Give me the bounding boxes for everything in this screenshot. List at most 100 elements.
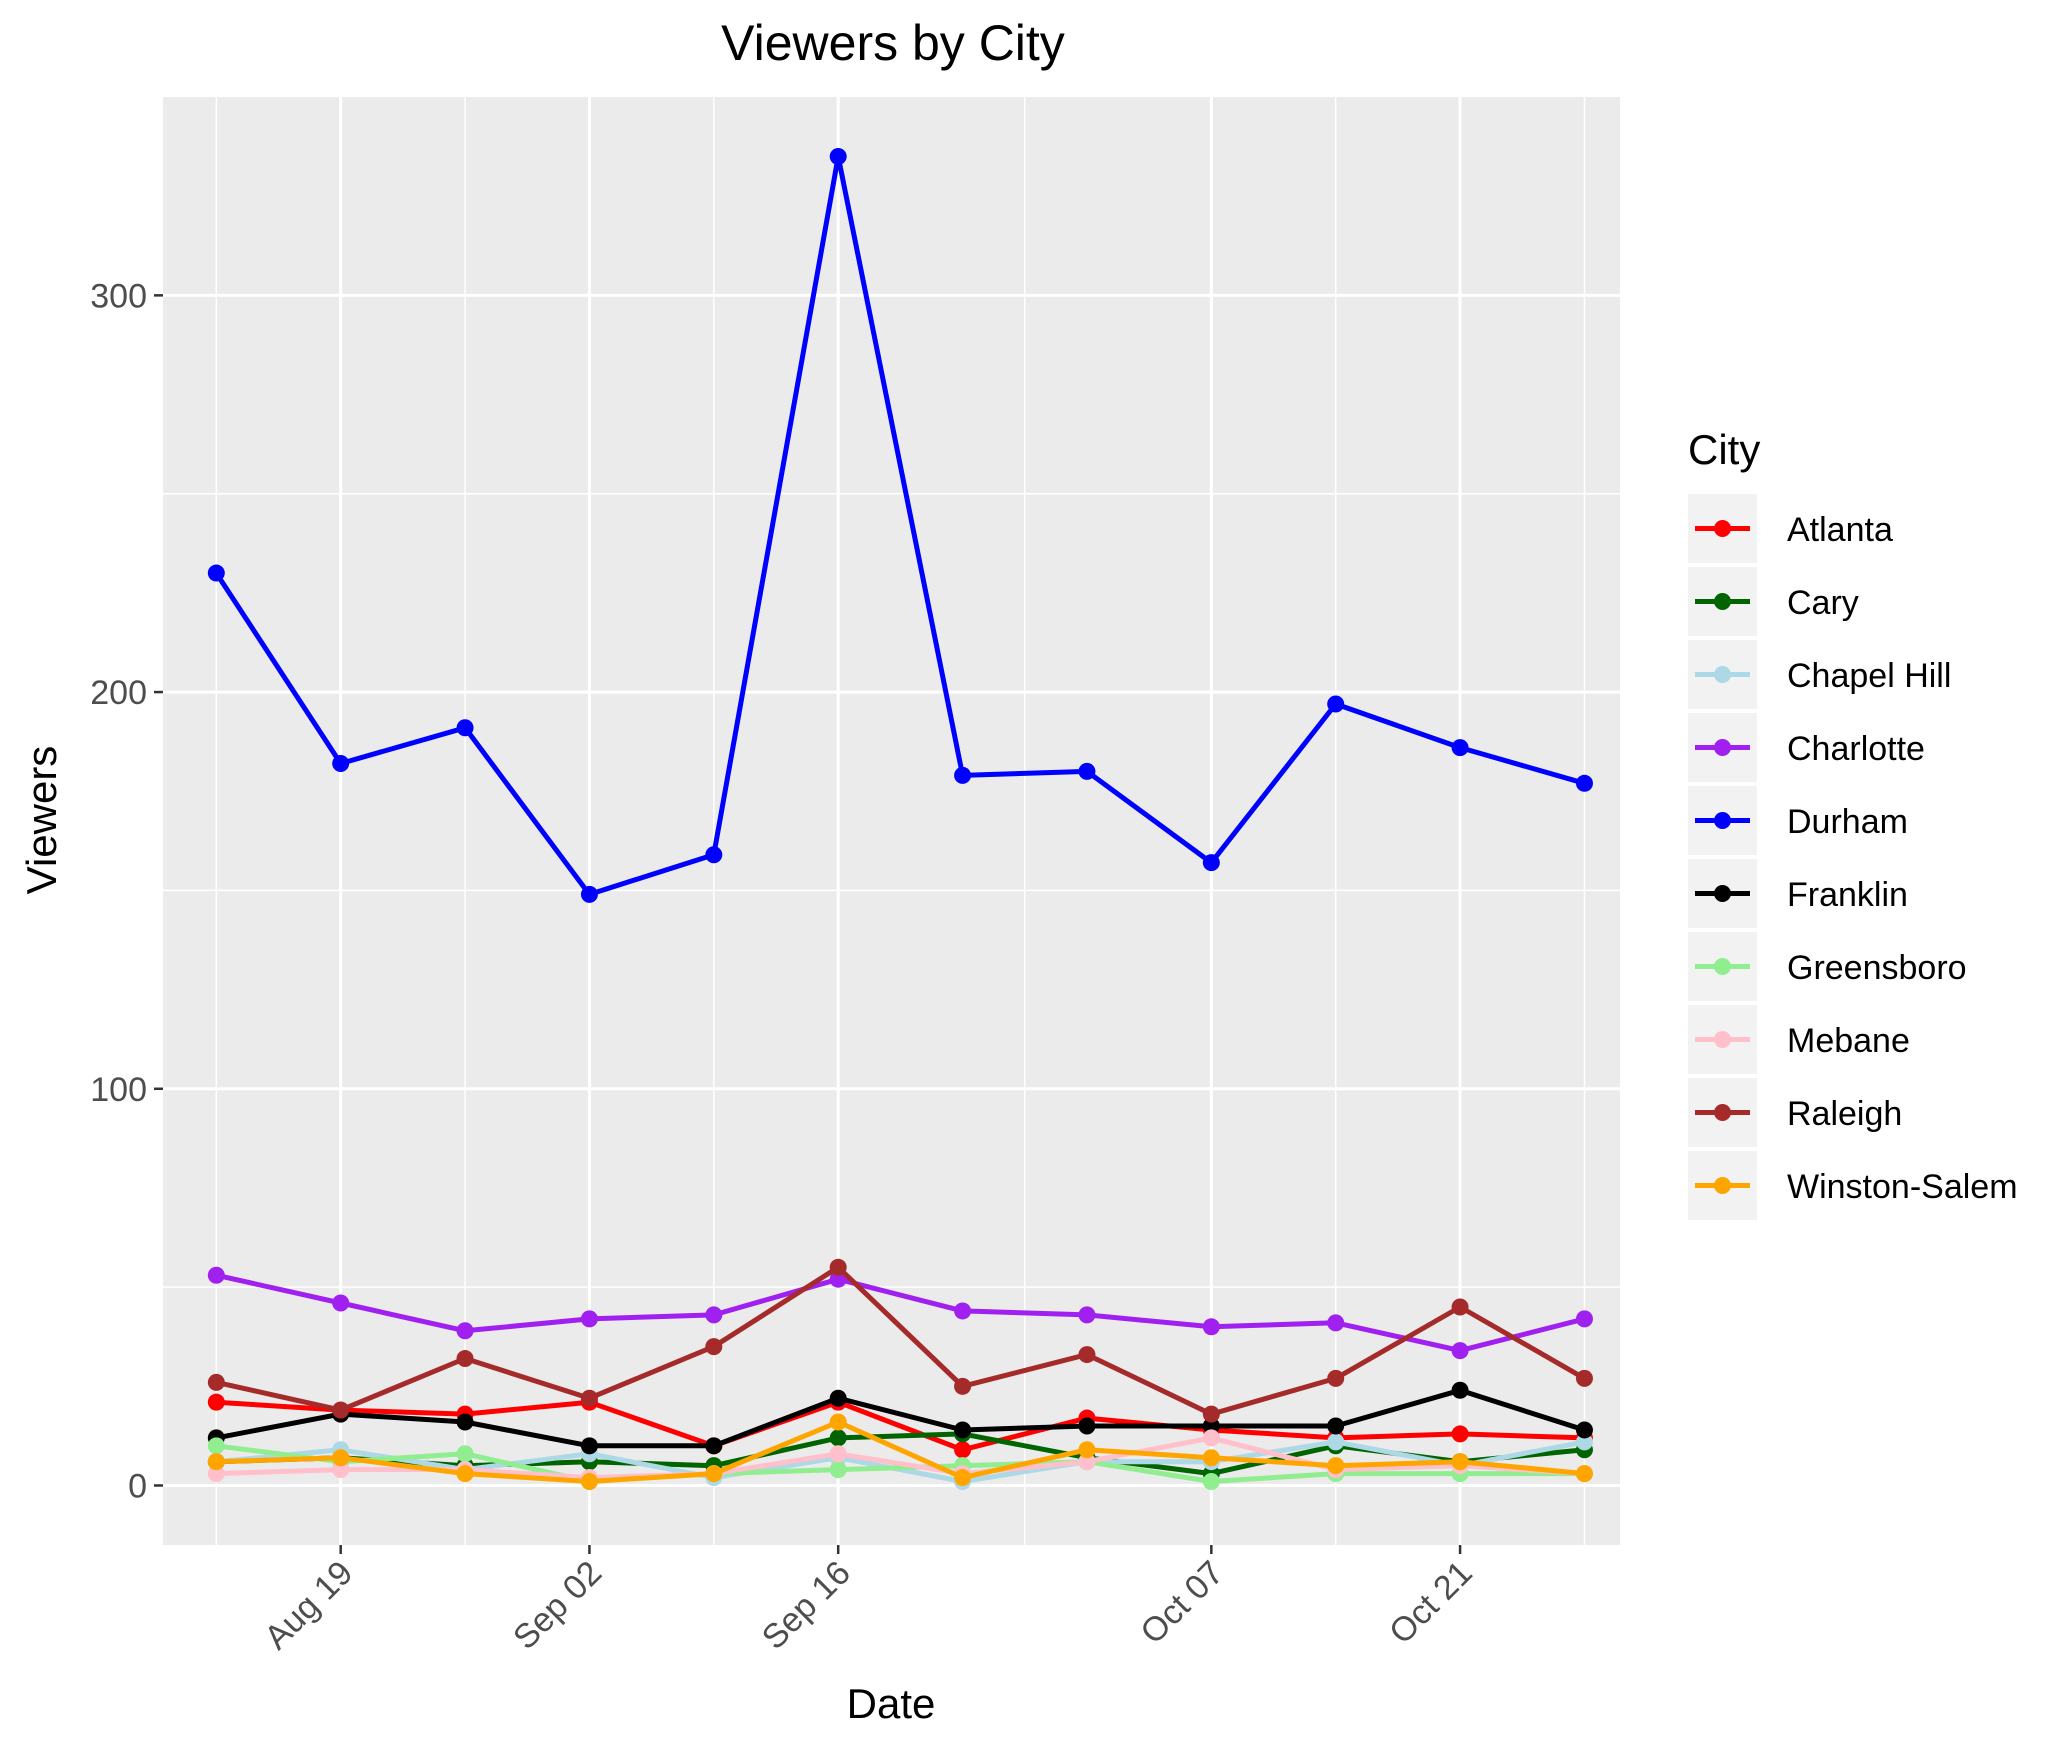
data-point-durham	[1202, 854, 1220, 872]
data-point-winston-salem	[1327, 1457, 1345, 1475]
legend-label: Atlanta	[1787, 511, 1893, 549]
series-line-greensboro	[215, 1443, 1585, 1484]
legend: City Atlanta Cary Chapel Hill Charlotte Durh…	[1688, 426, 2018, 1220]
legend-label: Franklin	[1787, 876, 1908, 914]
legend-item-charlotte: Charlotte	[1688, 713, 1925, 782]
data-point-cary	[829, 1429, 847, 1447]
legend-item-winston-salem: Winston-Salem	[1688, 1151, 2018, 1220]
data-point-winston-salem	[1202, 1449, 1220, 1467]
series-line-raleigh	[215, 1264, 1586, 1417]
data-point-franklin	[1327, 1417, 1345, 1435]
x-tick-label: Oct 21	[1382, 1554, 1480, 1652]
data-point-greensboro	[456, 1445, 474, 1463]
data-point-charlotte	[1078, 1306, 1096, 1324]
legend-title: City	[1688, 426, 1760, 473]
data-point-franklin	[829, 1389, 847, 1407]
legend-key-point	[1714, 1177, 1731, 1194]
legend-label: Durham	[1787, 803, 1908, 841]
data-point-raleigh	[829, 1258, 847, 1276]
data-point-charlotte	[456, 1322, 474, 1340]
data-point-charlotte	[954, 1302, 972, 1320]
data-point-winston-salem	[207, 1453, 225, 1471]
legend-item-raleigh: Raleigh	[1688, 1078, 1902, 1147]
x-tick-label: Aug 19	[257, 1554, 360, 1657]
legend-key-point	[1714, 885, 1731, 902]
legend-key-point	[1714, 593, 1731, 610]
series-durham	[207, 148, 1593, 903]
x-tick-label: Sep 02	[506, 1554, 609, 1657]
y-axis: 0 100 200 300	[90, 277, 163, 1505]
data-point-winston-salem	[829, 1413, 847, 1431]
data-point-greensboro	[829, 1461, 847, 1479]
data-point-charlotte	[1202, 1318, 1220, 1336]
data-point-atlanta	[1451, 1425, 1469, 1443]
legend-label: Chapel Hill	[1787, 657, 1951, 695]
data-point-durham	[207, 564, 225, 582]
legend-label: Raleigh	[1787, 1095, 1902, 1133]
data-point-durham	[1327, 695, 1345, 713]
data-point-raleigh	[332, 1401, 350, 1419]
data-point-chapel-hill	[1327, 1433, 1345, 1451]
data-point-atlanta	[954, 1441, 972, 1459]
data-point-charlotte	[332, 1294, 350, 1312]
data-point-raleigh	[1327, 1369, 1345, 1387]
data-point-durham	[456, 719, 474, 737]
data-point-raleigh	[1451, 1298, 1469, 1316]
legend-label: Greensboro	[1787, 949, 1967, 987]
data-point-charlotte	[580, 1310, 598, 1328]
data-point-franklin	[1575, 1421, 1593, 1439]
legend-key-point	[1714, 520, 1731, 537]
chart-title: Viewers by City	[721, 15, 1065, 71]
data-point-winston-salem	[705, 1465, 723, 1483]
plot-panel	[163, 97, 1620, 1545]
data-point-mebane	[829, 1445, 847, 1463]
data-point-mebane	[1078, 1453, 1096, 1471]
x-tick-label: Sep 16	[755, 1554, 858, 1657]
data-point-charlotte	[1451, 1342, 1469, 1360]
data-point-winston-salem	[456, 1465, 474, 1483]
data-point-raleigh	[1575, 1369, 1593, 1387]
data-point-atlanta	[207, 1393, 225, 1411]
legend-item-mebane: Mebane	[1688, 1005, 1910, 1074]
data-point-greensboro	[207, 1437, 225, 1455]
data-point-franklin	[1078, 1417, 1096, 1435]
series-line-franklin	[215, 1387, 1586, 1449]
legend-key-point	[1714, 812, 1731, 829]
data-point-durham	[1078, 762, 1096, 780]
data-point-charlotte	[1575, 1310, 1593, 1328]
data-point-durham	[580, 885, 598, 903]
legend-item-durham: Durham	[1688, 786, 1908, 855]
data-point-raleigh	[1078, 1346, 1096, 1364]
data-point-raleigh	[1202, 1405, 1220, 1423]
series-raleigh	[207, 1258, 1593, 1423]
legend-key-point	[1714, 1104, 1731, 1121]
x-axis: Aug 19 Sep 02 Sep 16 Oct 07 Oct 21	[257, 1545, 1480, 1657]
data-point-raleigh	[705, 1338, 723, 1356]
data-point-winston-salem	[954, 1469, 972, 1487]
data-point-winston-salem	[580, 1473, 598, 1491]
legend-items: Atlanta Cary Chapel Hill Charlotte Durham Fra…	[1688, 494, 2018, 1220]
series-charlotte	[207, 1266, 1593, 1360]
legend-key-point	[1714, 1031, 1731, 1048]
series-line-atlanta	[216, 1399, 1585, 1453]
data-point-greensboro	[1202, 1473, 1220, 1491]
data-point-raleigh	[456, 1350, 474, 1368]
data-point-chapel-hill	[1575, 1433, 1593, 1451]
x-axis-title: Date	[847, 1680, 936, 1727]
y-tick-label: 200	[90, 674, 147, 712]
series-winston-salem	[207, 1413, 1593, 1491]
series-line-winston-salem	[216, 1419, 1585, 1484]
y-tick-label: 0	[128, 1467, 147, 1505]
legend-key-point	[1714, 739, 1731, 756]
legend-item-cary: Cary	[1688, 567, 1859, 636]
data-point-raleigh	[954, 1377, 972, 1395]
data-point-durham	[829, 148, 847, 166]
y-tick-label: 300	[90, 277, 147, 315]
legend-label: Mebane	[1787, 1022, 1910, 1060]
data-point-franklin	[1451, 1381, 1469, 1399]
data-point-durham	[1451, 739, 1469, 757]
series-layer	[207, 148, 1593, 1491]
series-franklin	[207, 1381, 1593, 1455]
data-point-charlotte	[829, 1270, 847, 1288]
data-point-winston-salem	[1451, 1453, 1469, 1471]
